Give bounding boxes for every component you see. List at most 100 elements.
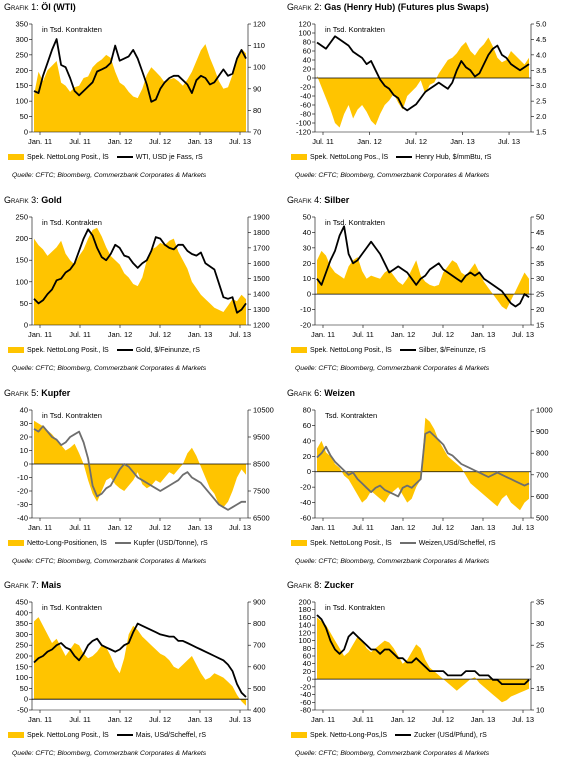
chart-svg: -40 -30 -20 -10 0 10 20 30 40 6500 7500 8500 9500 105… bbox=[17, 406, 274, 533]
x-tick-label: Jul. 11 bbox=[69, 137, 91, 146]
left-tick-label: 350 bbox=[15, 619, 28, 628]
line-series bbox=[33, 228, 247, 314]
left-tick-label: 20 bbox=[303, 65, 311, 74]
left-tick-label: 250 bbox=[15, 213, 28, 222]
left-tick-label: 100 bbox=[298, 29, 311, 38]
left-tick-label: 250 bbox=[15, 50, 28, 59]
left-tick-label: 200 bbox=[15, 66, 28, 75]
chart-title: Grafik 1: Öl (WTI) bbox=[4, 2, 76, 12]
chart-title-prefix: Grafik 5: bbox=[4, 388, 39, 398]
x-tick-label: Jan. 12 bbox=[108, 330, 133, 339]
right-tick-label: 35 bbox=[536, 598, 544, 607]
legend-swatch-area bbox=[8, 347, 24, 354]
right-tick-label: 5.0 bbox=[536, 20, 546, 29]
chart-title-prefix: Grafik 3: bbox=[4, 195, 39, 205]
x-tick-label: Jul. 12 bbox=[149, 330, 171, 339]
right-tick-label: 4.0 bbox=[536, 50, 546, 59]
x-tick-label: Jan. 13 bbox=[471, 715, 496, 724]
line-series bbox=[316, 430, 530, 498]
right-tick-label: 10 bbox=[536, 706, 544, 715]
unit-label: in Tsd. Kontrakten bbox=[325, 25, 385, 34]
right-tick-label: 9500 bbox=[253, 433, 270, 442]
left-tick-label: 300 bbox=[15, 35, 28, 44]
left-tick-label: 0 bbox=[24, 695, 28, 704]
left-tick-label: 80 bbox=[303, 38, 311, 47]
right-tick-label: 1900 bbox=[253, 213, 270, 222]
right-tick-label: 1400 bbox=[253, 290, 270, 299]
legend-label-line: Weizen,USd/Scheffel, rS bbox=[418, 540, 496, 547]
left-tick-label: 80 bbox=[303, 406, 311, 415]
unit-label: in Tsd. Kontrakten bbox=[42, 25, 102, 34]
left-tick-label: 0 bbox=[307, 467, 311, 476]
right-tick-label: 700 bbox=[536, 470, 549, 479]
x-tick-label: Jul. 13 bbox=[229, 330, 251, 339]
left-tick-label: 200 bbox=[15, 234, 28, 243]
source-note: Quelle: CFTC; Bloomberg, Commerzbank Cor… bbox=[12, 750, 207, 757]
legend-swatch-line bbox=[399, 542, 416, 545]
chart-title-name: Kupfer bbox=[41, 388, 71, 398]
left-tick-label: 150 bbox=[15, 81, 28, 90]
legend-label-area: Spek. NettoLong Posit., lS bbox=[310, 540, 392, 547]
chart-title: Grafik 4: Silber bbox=[287, 195, 349, 205]
x-tick-label: Jan. 13 bbox=[188, 523, 213, 532]
left-tick-label: 120 bbox=[298, 628, 311, 637]
chart-svg: -80-60-40-200204060801001201401601802001… bbox=[298, 598, 544, 725]
chart-title-name: Zucker bbox=[324, 580, 354, 590]
right-tick-label: 1.5 bbox=[536, 128, 546, 137]
right-tick-label: 1800 bbox=[253, 228, 270, 237]
right-tick-label: 120 bbox=[253, 20, 266, 29]
left-tick-label: 140 bbox=[298, 621, 311, 630]
right-tick-label: 30 bbox=[536, 274, 544, 283]
x-tick-label: Jan. 11 bbox=[28, 137, 52, 146]
legend-swatch-area bbox=[8, 732, 24, 739]
left-tick-label: 200 bbox=[298, 598, 311, 607]
chart-title-prefix: Grafik 6: bbox=[287, 388, 322, 398]
legend-label-area: Spek. NettoLong Posit., lS bbox=[27, 732, 109, 739]
left-tick-label: -120 bbox=[296, 128, 311, 137]
left-tick-label: 50 bbox=[303, 213, 311, 222]
chart-legend: Spek. NettoLong Posit., lS WTI, USD je Fa… bbox=[8, 154, 203, 161]
left-tick-label: 50 bbox=[20, 299, 28, 308]
right-tick-label: 30 bbox=[536, 619, 544, 628]
legend-label-line: Kupfer (USD/Tonne), rS bbox=[133, 540, 208, 547]
chart-legend: Netto-Long-Positionen, lS Kupfer (USD/Ton… bbox=[8, 540, 208, 547]
right-tick-label: 45 bbox=[536, 228, 544, 237]
left-tick-label: -60 bbox=[300, 101, 311, 110]
x-tick-label: Jul. 13 bbox=[512, 523, 534, 532]
legend-swatch-area bbox=[291, 540, 307, 547]
left-tick-label: -20 bbox=[300, 682, 311, 691]
legend-label-line: Mais, USd/Scheffel, rS bbox=[135, 732, 207, 739]
left-tick-label: 100 bbox=[15, 277, 28, 286]
x-tick-label: Jul. 11 bbox=[352, 715, 374, 724]
legend-label-area: Spek. NettoLong Posit., lS bbox=[27, 154, 109, 161]
right-tick-label: 2.0 bbox=[536, 112, 546, 121]
x-tick-label: Jan. 13 bbox=[471, 330, 496, 339]
chart-title: Grafik 6: Weizen bbox=[287, 388, 355, 398]
left-tick-label: 40 bbox=[303, 56, 311, 65]
chart-title-name: Gold bbox=[41, 195, 62, 205]
legend-swatch-area bbox=[8, 540, 24, 547]
chart-title-prefix: Grafik 8: bbox=[287, 580, 322, 590]
source-note: Quelle: CFTC; Bloomberg, Commerzbank Cor… bbox=[295, 365, 490, 372]
x-tick-label: Jul. 12 bbox=[149, 523, 171, 532]
right-tick-label: 600 bbox=[536, 492, 549, 501]
x-tick-label: Jul. 13 bbox=[512, 715, 534, 724]
chart-svg: 0 50 100 150 200 250 1200 1300 1400 1500 1600 1700 1… bbox=[15, 213, 270, 340]
left-tick-label: 0 bbox=[307, 675, 311, 684]
chart-panel-6: Grafik 6: Weizen -60 -40 -20 0 20 40 60 80 500 600… bbox=[285, 388, 561, 574]
right-tick-label: 8500 bbox=[253, 460, 270, 469]
chart-title: Grafik 5: Kupfer bbox=[4, 388, 70, 398]
legend-swatch-area bbox=[291, 347, 307, 354]
right-tick-label: 20 bbox=[536, 662, 544, 671]
legend-label-line: Silber, $/Feinunze, rS bbox=[418, 347, 486, 354]
right-tick-label: 2.5 bbox=[536, 97, 546, 106]
legend-label-line: Zucker (USd/Pfund), rS bbox=[414, 732, 487, 739]
left-tick-label: 40 bbox=[303, 436, 311, 445]
x-tick-label: Jan. 11 bbox=[28, 330, 52, 339]
chart-title: Grafik 8: Zucker bbox=[287, 580, 354, 590]
left-tick-label: 200 bbox=[15, 652, 28, 661]
x-tick-label: Jan. 13 bbox=[188, 137, 213, 146]
left-tick-label: 80 bbox=[303, 644, 311, 653]
chart-svg: 0 50 100 150 200 250 300 350 70 80 90 100 110 120 Jan.… bbox=[15, 20, 266, 147]
right-tick-label: 600 bbox=[253, 662, 266, 671]
